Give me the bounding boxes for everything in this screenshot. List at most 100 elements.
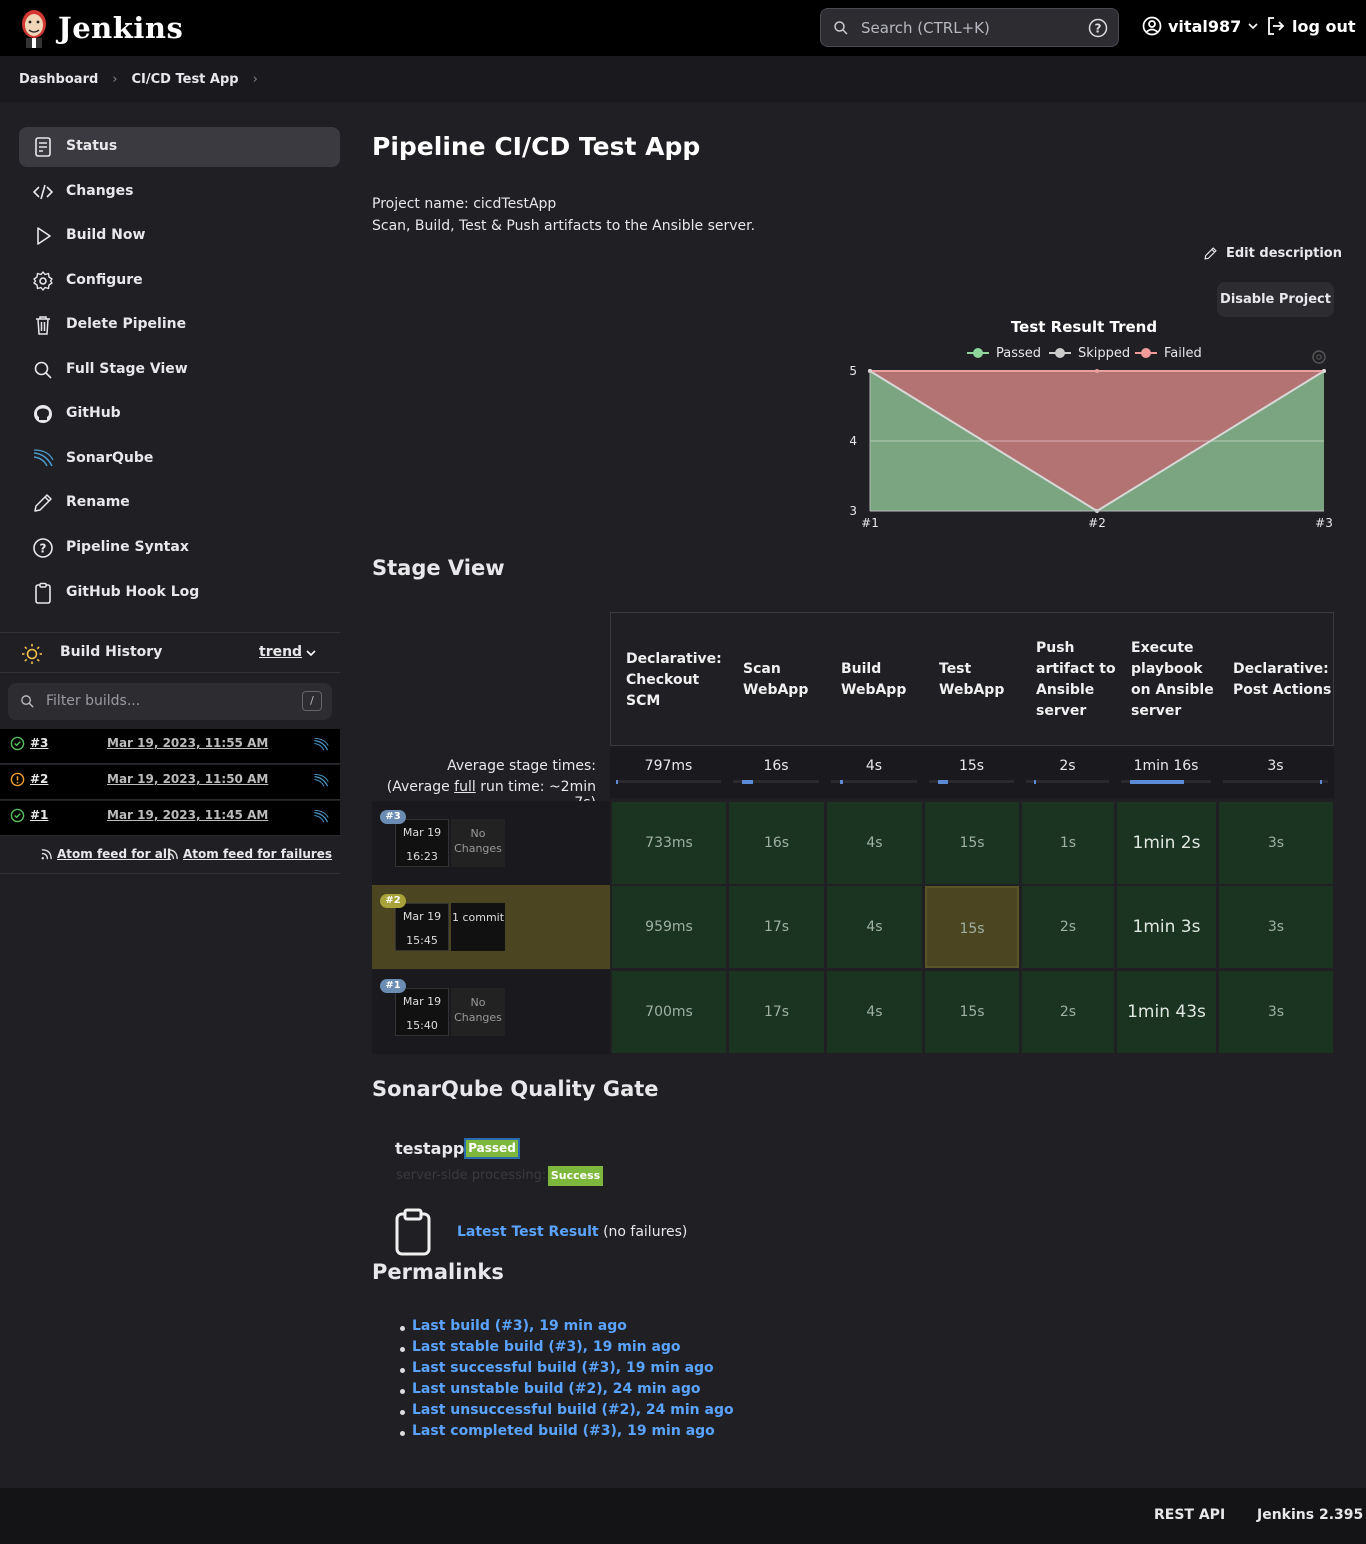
run-datetime: Mar 19 15:45	[395, 903, 449, 951]
stage-cell[interactable]: 17s	[729, 886, 824, 968]
sidebar-item-github[interactable]: GitHub	[19, 394, 340, 434]
feed-all-link[interactable]: Atom feed for all	[57, 847, 172, 861]
build-number[interactable]: #2	[30, 772, 49, 786]
breadcrumb: Dashboard › CI/CD Test App ›	[0, 56, 1366, 102]
stage-cell[interactable]: 4s	[827, 886, 922, 968]
build-date[interactable]: Mar 19, 2023, 11:50 AM	[107, 772, 269, 786]
build-row[interactable]: #1 Mar 19, 2023, 11:45 AM	[0, 801, 340, 836]
legend-marker	[973, 348, 983, 358]
stage-run-row[interactable]: Mar 19 15:40 #1 No Changes	[372, 970, 610, 1054]
sidebar-item-build-now[interactable]: Build Now	[19, 216, 340, 256]
user-menu[interactable]: vital987	[1142, 16, 1259, 36]
stage-run-row[interactable]: Mar 19 15:45 #2 1 commit	[372, 885, 610, 969]
stage-run-row[interactable]: Mar 19 16:23 #3 No Changes	[372, 801, 610, 885]
edit-description-link[interactable]: Edit description	[1203, 246, 1342, 261]
version-link[interactable]: Jenkins 2.395	[1257, 1507, 1364, 1523]
build-row[interactable]: #2 Mar 19, 2023, 11:50 AM	[0, 765, 340, 800]
run-badge[interactable]: #3	[380, 810, 406, 824]
stage-cell[interactable]: 16s	[729, 802, 824, 884]
logout-button[interactable]: log out	[1266, 16, 1356, 36]
sidebar-item-status[interactable]: Status	[19, 127, 340, 167]
run-changes[interactable]: No Changes	[451, 988, 505, 1036]
sidebar-item-sonarqube[interactable]: SonarQube	[19, 439, 340, 479]
permalink[interactable]: Last build (#3), 19 min ago	[412, 1318, 627, 1334]
y-tick-label: 5	[849, 364, 857, 378]
trend-link[interactable]: trend	[259, 644, 303, 660]
breadcrumb-project[interactable]: CI/CD Test App	[131, 71, 239, 87]
build-number[interactable]: #1	[30, 808, 49, 822]
stage-cell[interactable]: 4s	[827, 971, 922, 1053]
latest-test-result-link[interactable]: Latest Test Result	[457, 1224, 599, 1240]
stage-cell[interactable]: 1min 2s	[1117, 802, 1216, 884]
sidebar-item-pipeline-syntax[interactable]: ? Pipeline Syntax	[19, 528, 340, 568]
permalink[interactable]: Last unstable build (#2), 24 min ago	[412, 1381, 701, 1397]
chevron-right-icon[interactable]: ›	[252, 71, 258, 87]
sidebar-item-changes[interactable]: Changes	[19, 172, 340, 212]
filter-builds-input[interactable]	[46, 691, 286, 711]
run-date: Mar 19	[402, 826, 442, 839]
sonarqube-icon[interactable]	[312, 773, 330, 789]
run-changes[interactable]: 1 commit	[451, 903, 505, 951]
search-input[interactable]	[861, 17, 1071, 39]
breadcrumb-dashboard[interactable]: Dashboard	[19, 71, 99, 87]
feed-failures[interactable]: Atom feed for failures	[166, 847, 332, 861]
stage-cell[interactable]: 3s	[1219, 886, 1333, 968]
stage-header: Push artifact to Ansible server	[1036, 640, 1116, 719]
stage-cell[interactable]: 2s	[1022, 886, 1114, 968]
stage-cell[interactable]: 1s	[1022, 802, 1114, 884]
sonarqube-icon[interactable]	[312, 809, 330, 825]
chevron-down-icon[interactable]	[305, 647, 317, 659]
sidebar-item-rename[interactable]: Rename	[19, 483, 340, 523]
sonarqube-icon[interactable]	[312, 737, 330, 753]
list-item: Last completed build (#3), 19 min ago	[400, 1423, 734, 1444]
rest-api-link[interactable]: REST API	[1154, 1507, 1226, 1523]
sidebar-item-label: GitHub	[66, 405, 121, 421]
run-badge[interactable]: #1	[380, 979, 406, 993]
sidebar-item-github-hook-log[interactable]: GitHub Hook Log	[19, 573, 340, 613]
permalink[interactable]: Last stable build (#3), 19 min ago	[412, 1339, 681, 1355]
stage-cell[interactable]: 3s	[1219, 971, 1333, 1053]
stage-cell[interactable]: 15s	[925, 886, 1019, 968]
build-row[interactable]: #3 Mar 19, 2023, 11:55 AM	[0, 729, 340, 764]
sidebar-item-label: GitHub Hook Log	[66, 584, 200, 600]
feed-all[interactable]: Atom feed for all	[40, 847, 171, 861]
disable-project-button[interactable]: Disable Project	[1217, 282, 1334, 317]
stage-cell[interactable]: 3s	[1219, 802, 1333, 884]
sidebar-item-full-stage-view[interactable]: Full Stage View	[19, 350, 340, 390]
filter-builds-box[interactable]: /	[8, 683, 332, 720]
stage-cell[interactable]: 1min 3s	[1117, 886, 1216, 968]
permalink[interactable]: Last completed build (#3), 19 min ago	[412, 1423, 715, 1439]
stage-cell[interactable]: 1min 43s	[1117, 971, 1216, 1053]
sidebar-item-delete-pipeline[interactable]: Delete Pipeline	[19, 305, 340, 345]
search-box[interactable]: ?	[820, 8, 1119, 47]
permalink[interactable]: Last successful build (#3), 19 min ago	[412, 1360, 714, 1376]
feed-failures-link[interactable]: Atom feed for failures	[183, 847, 333, 861]
average-time-value: 4s	[865, 758, 883, 774]
build-number[interactable]: #3	[30, 736, 49, 750]
build-date[interactable]: Mar 19, 2023, 11:55 AM	[107, 736, 269, 750]
run-changes[interactable]: No Changes	[451, 819, 505, 867]
stage-cell[interactable]: 15s	[925, 802, 1019, 884]
help-icon[interactable]: ?	[1088, 18, 1108, 38]
svg-text:?: ?	[40, 542, 47, 556]
stage-cell[interactable]: 959ms	[612, 886, 726, 968]
full-run-link[interactable]: full	[454, 779, 476, 795]
stage-cell[interactable]: 2s	[1022, 971, 1114, 1053]
stage-cell[interactable]: 733ms	[612, 802, 726, 884]
sidebar-item-configure[interactable]: Configure	[19, 261, 340, 301]
search-icon	[21, 695, 34, 708]
stage-cell[interactable]: 4s	[827, 802, 922, 884]
average-stage-time: 3s	[1217, 746, 1334, 798]
stage-header: Declarative: Post Actions	[1233, 661, 1332, 698]
run-badge[interactable]: #2	[380, 894, 406, 908]
stage-cell[interactable]: 17s	[729, 971, 824, 1053]
list-item: Last successful build (#3), 19 min ago	[400, 1360, 734, 1381]
list-item: Last unstable build (#2), 24 min ago	[400, 1381, 734, 1402]
search-icon	[34, 361, 52, 379]
stage-cell[interactable]: 15s	[925, 971, 1019, 1053]
sonarqube-project[interactable]: testapp	[395, 1139, 465, 1158]
jenkins-logo[interactable]: Jenkins	[18, 8, 183, 48]
stage-cell[interactable]: 700ms	[612, 971, 726, 1053]
permalink[interactable]: Last unsuccessful build (#2), 24 min ago	[412, 1402, 734, 1418]
build-date[interactable]: Mar 19, 2023, 11:45 AM	[107, 808, 269, 822]
